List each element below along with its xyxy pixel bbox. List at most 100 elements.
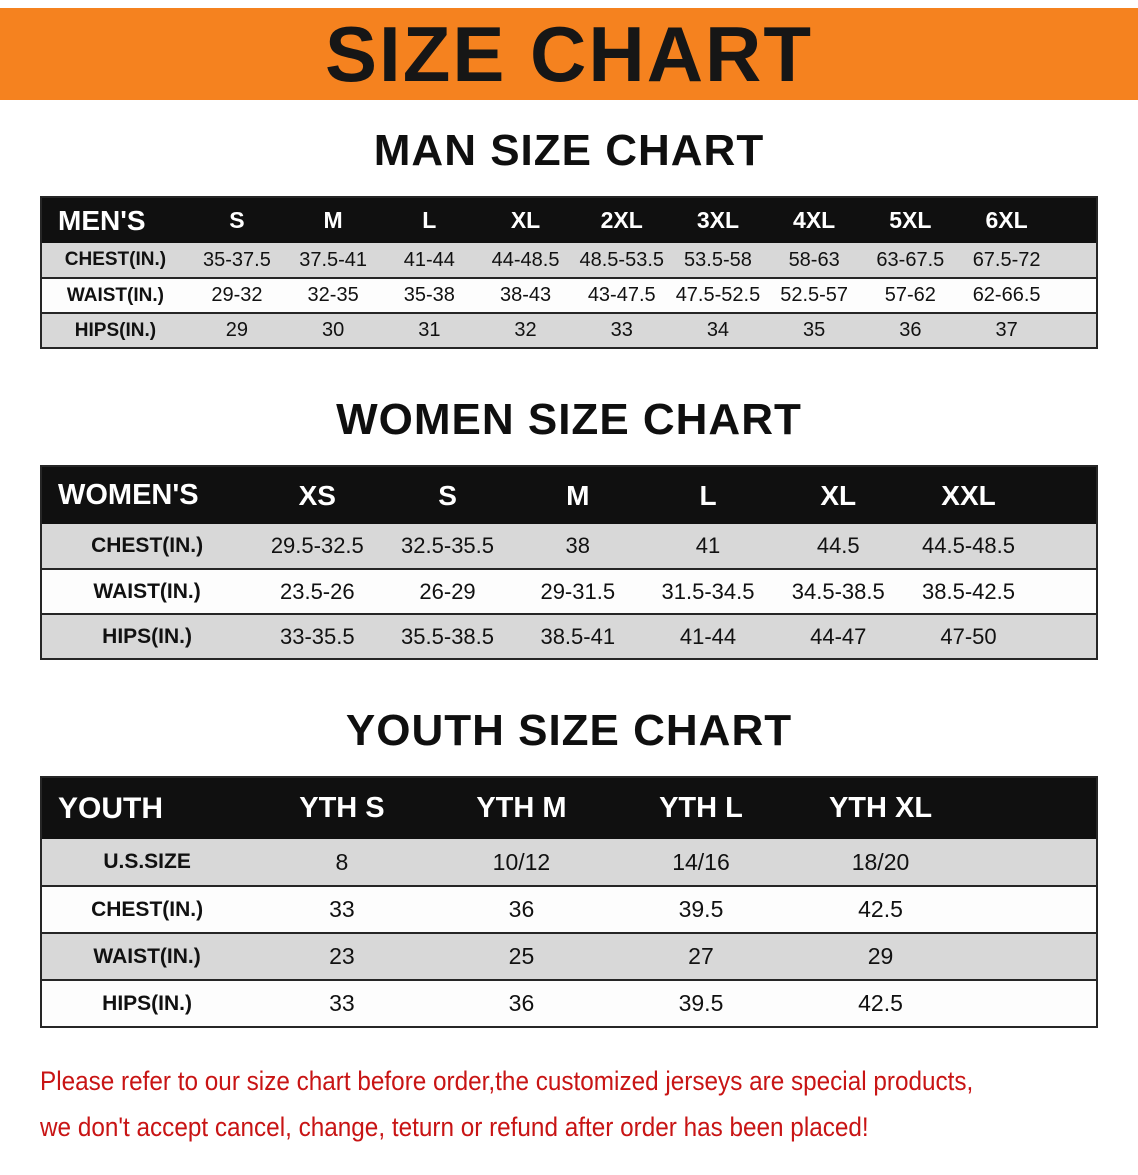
table-row: WAIST(IN.) 23 25 27 29 [41,933,1097,980]
size-value-cell: 42.5 [858,896,903,922]
size-column-header: XL [477,197,574,243]
size-column-header: XXL [903,466,1034,524]
banner: SIZE CHART [0,8,1138,100]
spacer-cell [1055,278,1097,313]
size-value-cell: 41-44 [679,623,737,649]
table-row: HIPS(IN.) 29 30 31 32 33 34 35 36 37 [41,313,1097,348]
size-column-header: L [381,197,478,243]
size-value-cell: 58-63 [788,248,840,271]
women-section: WOMEN SIZE CHART WOMEN'S XS S M L XL XXL CHEST(I… [0,395,1138,660]
table-title-cell: YOUTH [41,777,253,839]
row-label: U.S.SIZE [103,850,191,873]
row-label: CHEST(IN.) [91,897,204,921]
spacer-cell [1034,614,1097,659]
men-header-row: MEN'S S M L XL 2XL 3XL 4XL 5XL 6XL [41,197,1097,243]
size-value-cell: 36 [508,990,535,1016]
size-value-cell: 29.5-32.5 [270,533,364,558]
size-value-cell: 29-31.5 [540,578,616,604]
table-row: WAIST(IN.) 29-32 32-35 35-38 38-43 43-47.5 47.… [41,278,1097,313]
size-value-cell: 38.5-41 [540,623,616,649]
women-header-row: WOMEN'S XS S M L XL XXL [41,466,1097,524]
size-value-cell: 47.5-52.5 [675,284,761,306]
size-value-cell: 39.5 [678,990,724,1016]
size-value-cell: 35.5-38.5 [401,623,495,649]
banner-title: SIZE CHART [325,10,813,98]
size-column-header: 2XL [573,197,670,243]
size-value-cell: 41 [695,533,721,558]
size-column-header: S [188,197,286,243]
size-value-cell: 48.5-53.5 [579,248,664,271]
size-value-cell: 42.5 [858,990,903,1016]
men-heading: MAN SIZE CHART [373,126,765,175]
size-value-cell: 29-32 [211,284,263,306]
size-column-header: L [642,466,774,524]
size-column-header: 4XL [766,197,863,243]
row-label: CHEST(IN.) [64,249,167,270]
size-value-cell: 39.5 [678,896,724,922]
note-line-2: we don't accept cancel, change, teturn o… [40,1112,869,1143]
size-value-cell: 62-66.5 [972,284,1041,306]
size-value-cell: 32-35 [307,284,359,306]
table-row: CHEST(IN.) 35-37.5 37.5-41 41-44 44-48.5 48.5… [41,243,1097,278]
size-value-cell: 26-29 [419,578,476,604]
size-column-header: XL [773,466,904,524]
size-value-cell: 25 [508,943,535,969]
footer-note: Please refer to our size chart before or… [40,1058,1138,1151]
size-value-cell: 44.5-48.5 [922,533,1015,558]
men-section: MAN SIZE CHART MEN'S S M L XL 2XL 3XL 4XL 5XL 6XL C… [0,126,1138,349]
size-value-cell: 30 [322,319,345,341]
youth-header-row: YOUTH YTH S YTH M YTH L YTH XL [41,777,1097,839]
women-heading: WOMEN SIZE CHART [336,395,802,444]
table-row: HIPS(IN.) 33-35.5 35.5-38.5 38.5-41 41-44 44-… [41,614,1097,659]
size-value-cell: 8 [335,848,349,875]
table-title-cell: WOMEN'S [41,466,253,524]
table-title-cell: MEN'S [41,197,189,243]
size-value-cell: 29 [225,319,249,341]
spacer-cell [1055,313,1097,348]
size-column-header: S [382,466,513,524]
row-label: HIPS(IN.) [102,624,193,648]
size-column-header: 3XL [669,197,767,243]
size-value-cell: 44-48.5 [491,248,560,271]
size-value-cell: 27 [688,943,714,969]
youth-table: YOUTH YTH S YTH M YTH L YTH XL U.S.SIZE 8 10/12… [40,776,1098,1028]
size-column-header: YTH M [431,777,612,839]
size-value-cell: 33 [329,990,355,1016]
size-value-cell: 33 [329,896,355,922]
spacer-cell [970,839,1097,886]
table-row: CHEST(IN.) 33 36 39.5 42.5 [41,886,1097,933]
table-row: WAIST(IN.) 23.5-26 26-29 29-31.5 31.5-34.5 34… [41,569,1097,614]
size-value-cell: 10/12 [492,848,551,875]
row-label: HIPS(IN.) [74,319,157,341]
size-value-cell: 31.5-34.5 [661,578,755,604]
size-value-cell: 14/16 [672,848,730,875]
spacer-cell [970,980,1097,1027]
size-column-header: 5XL [862,197,959,243]
spacer-cell [1034,569,1097,614]
size-value-cell: 43-47.5 [587,284,656,306]
size-column-header: M [512,466,643,524]
size-chart-sections: MAN SIZE CHART MEN'S S M L XL 2XL 3XL 4XL 5XL 6XL C… [0,126,1138,1028]
size-value-cell: 36 [508,896,535,922]
spacer-cell [1034,524,1097,569]
size-value-cell: 29 [867,943,894,969]
size-value-cell: 32 [514,319,537,341]
size-value-cell: 37.5-41 [299,248,368,271]
spacer-cell [970,886,1097,933]
spacer-cell [970,933,1097,980]
size-value-cell: 32.5-35.5 [401,533,495,558]
size-value-cell: 23 [329,943,355,969]
youth-heading: YOUTH SIZE CHART [345,706,793,755]
row-label: HIPS(IN.) [102,991,193,1015]
size-value-cell: 18/20 [851,848,910,875]
table-row: CHEST(IN.) 29.5-32.5 32.5-35.5 38 41 44.5 44.5… [41,524,1097,569]
table-row: U.S.SIZE 8 10/12 14/16 18/20 [41,839,1097,886]
size-value-cell: 52.5-57 [780,284,849,306]
size-value-cell: 63-67.5 [876,248,945,271]
spacer-cell [1055,243,1097,278]
size-value-cell: 33 [610,319,633,341]
size-column-header: YTH S [252,777,432,839]
size-value-cell: 33-35.5 [279,623,355,649]
size-value-cell: 35-37.5 [203,248,271,271]
